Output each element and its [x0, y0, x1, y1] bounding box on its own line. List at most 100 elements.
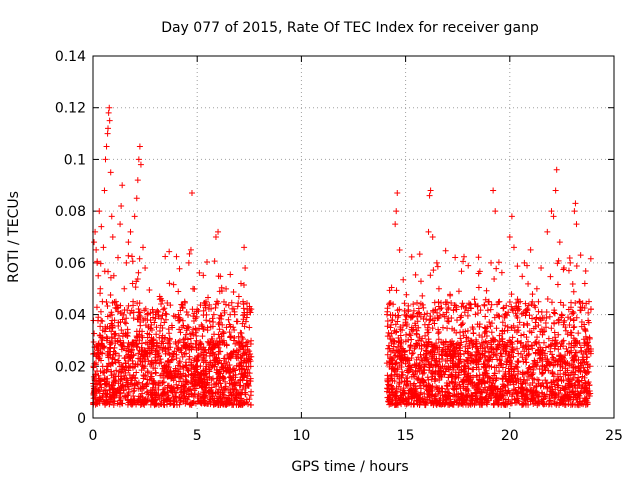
data-point — [112, 350, 119, 357]
data-point — [124, 333, 131, 340]
data-point — [153, 324, 160, 331]
data-point — [106, 401, 113, 408]
data-point — [193, 382, 200, 389]
data-point — [491, 351, 498, 358]
data-point — [522, 300, 529, 307]
data-point — [111, 330, 118, 337]
data-point — [125, 379, 132, 386]
data-point — [410, 307, 417, 314]
data-point — [233, 318, 240, 325]
data-point — [203, 370, 210, 377]
data-point — [399, 327, 406, 334]
data-point — [210, 357, 217, 364]
data-point — [119, 182, 126, 189]
data-point — [137, 322, 144, 329]
data-point — [99, 298, 106, 305]
data-point — [172, 365, 179, 372]
data-point — [123, 259, 130, 266]
data-point — [109, 385, 116, 392]
data-point — [141, 347, 148, 354]
data-point — [162, 350, 169, 357]
data-point — [584, 339, 591, 346]
data-point — [185, 324, 192, 331]
data-point — [188, 346, 195, 353]
data-point — [475, 284, 482, 291]
data-point — [182, 335, 189, 342]
data-point — [543, 308, 550, 315]
data-point — [386, 287, 393, 294]
data-point — [188, 390, 195, 397]
data-point — [193, 357, 200, 364]
data-point — [196, 269, 203, 276]
data-point — [153, 331, 160, 338]
data-point — [180, 398, 187, 405]
data-point — [210, 349, 217, 356]
data-point — [489, 335, 496, 342]
data-point — [202, 304, 209, 311]
data-point — [514, 345, 521, 352]
data-point — [170, 385, 177, 392]
data-point — [91, 330, 98, 337]
data-point — [106, 104, 113, 111]
data-point — [548, 359, 555, 366]
data-point — [246, 370, 253, 377]
data-point — [136, 143, 143, 150]
data-point — [112, 298, 119, 305]
data-point — [142, 305, 149, 312]
data-point — [244, 311, 251, 318]
data-point — [103, 143, 110, 150]
data-point — [101, 368, 108, 375]
data-point — [90, 383, 97, 390]
data-point — [148, 326, 155, 333]
data-point — [231, 311, 238, 318]
data-point — [495, 259, 502, 266]
data-point — [227, 323, 234, 330]
data-point — [211, 395, 218, 402]
data-point — [210, 311, 217, 318]
data-point — [555, 331, 562, 338]
data-point — [582, 268, 589, 275]
y-tick-label: 0 — [77, 411, 86, 427]
data-point — [436, 377, 443, 384]
data-point — [162, 310, 169, 317]
data-point — [218, 360, 225, 367]
data-point — [509, 306, 516, 313]
data-point — [208, 345, 215, 352]
data-point — [222, 364, 229, 371]
data-point — [121, 393, 128, 400]
data-point — [573, 262, 580, 269]
data-point — [519, 380, 526, 387]
data-point — [107, 169, 114, 176]
data-point — [105, 125, 112, 132]
data-point — [136, 331, 143, 338]
data-point — [121, 285, 128, 292]
data-point — [93, 246, 100, 253]
data-point — [117, 390, 124, 397]
data-point — [122, 320, 129, 327]
data-point — [162, 316, 169, 323]
data-point — [569, 281, 576, 288]
data-point — [206, 387, 213, 394]
data-point — [402, 360, 409, 367]
data-point — [139, 334, 146, 341]
data-point — [118, 202, 125, 209]
data-point — [503, 302, 510, 309]
data-point — [188, 377, 195, 384]
data-point — [162, 253, 169, 260]
data-point — [184, 336, 191, 343]
data-point — [425, 336, 432, 343]
data-point — [147, 391, 154, 398]
data-point — [166, 400, 173, 407]
data-point — [108, 368, 115, 375]
data-point — [212, 301, 219, 308]
data-point — [235, 300, 242, 307]
data-point — [451, 391, 458, 398]
data-point — [136, 255, 143, 262]
data-point — [508, 291, 515, 298]
data-point — [171, 371, 178, 378]
data-point — [200, 344, 207, 351]
data-point — [552, 337, 559, 344]
data-point — [98, 317, 105, 324]
data-point — [223, 342, 230, 349]
data-point — [135, 385, 142, 392]
